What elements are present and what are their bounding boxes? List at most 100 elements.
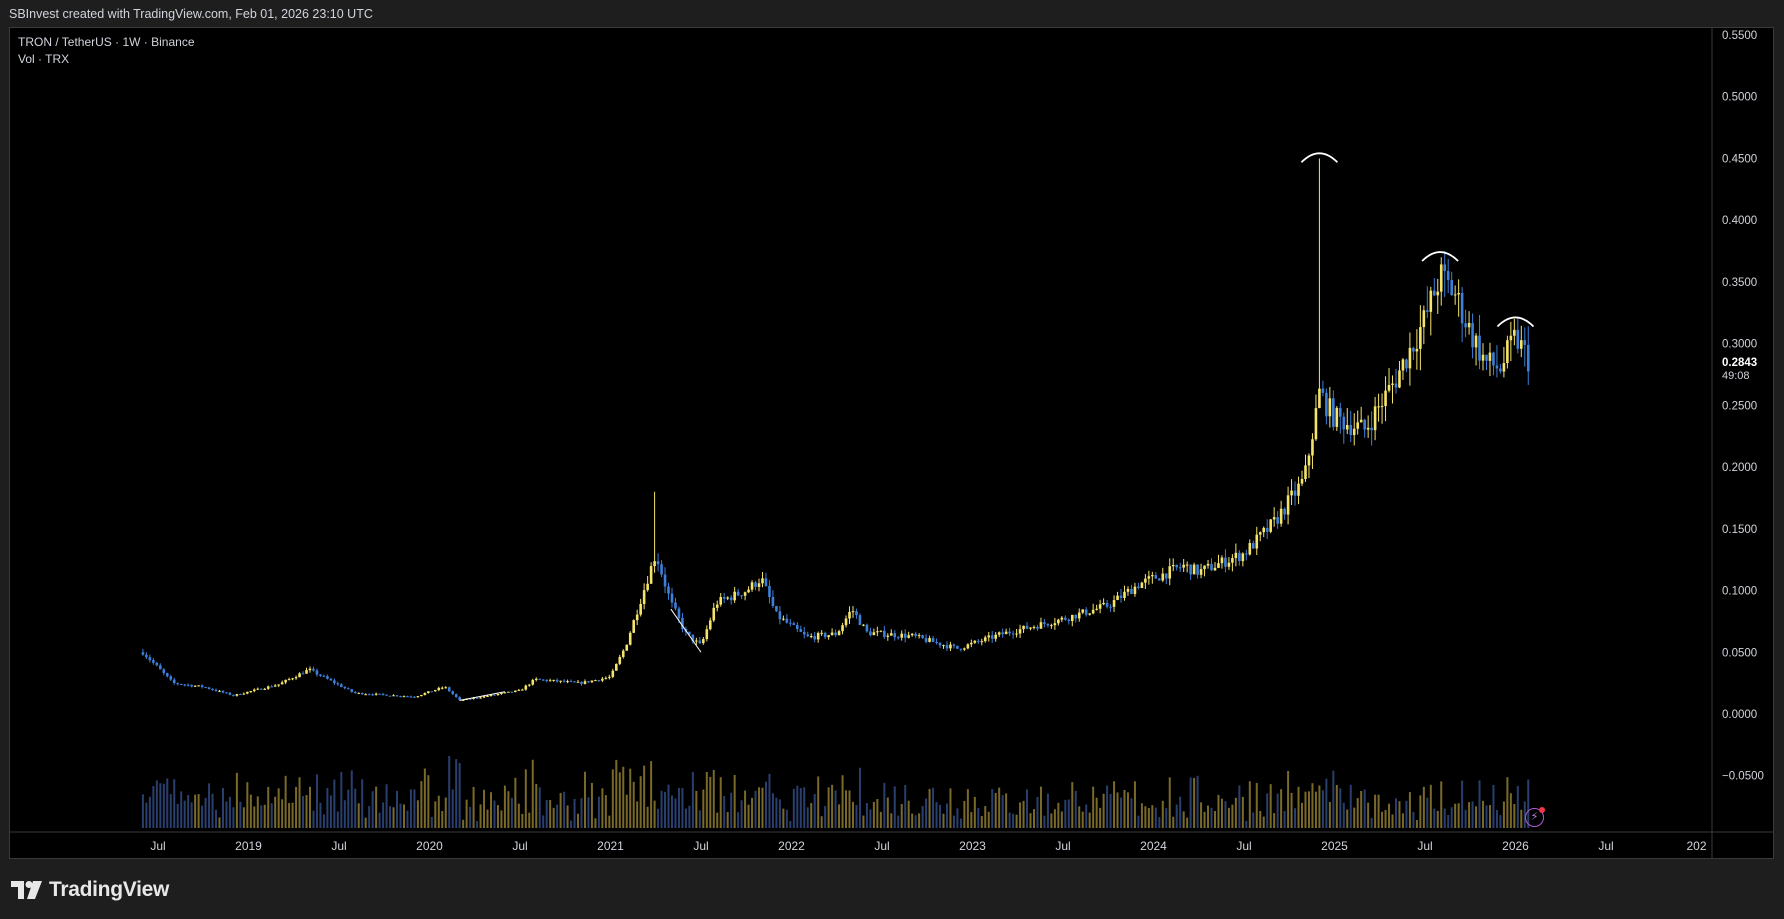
candle-body bbox=[1492, 352, 1495, 366]
volume-bar bbox=[803, 787, 806, 828]
candle-body bbox=[1304, 465, 1307, 480]
volume-bar bbox=[315, 774, 318, 828]
candle-body bbox=[1359, 419, 1363, 423]
volume-bar bbox=[1339, 788, 1342, 828]
candle-body bbox=[291, 678, 294, 680]
volume-bar bbox=[587, 797, 590, 828]
volume-bar bbox=[1471, 801, 1474, 828]
volume-bar bbox=[1099, 807, 1102, 828]
volume-bar bbox=[1220, 798, 1223, 828]
volume-bar bbox=[1067, 799, 1070, 828]
volume-bar bbox=[1008, 812, 1011, 828]
volume-bar bbox=[1012, 813, 1015, 828]
candle-body bbox=[935, 642, 938, 644]
volume-bar bbox=[1436, 810, 1439, 828]
candle-body bbox=[1370, 427, 1373, 431]
volume-bar bbox=[865, 803, 868, 828]
candle-body bbox=[799, 629, 803, 632]
volume-bar bbox=[869, 809, 872, 828]
volume-bar bbox=[792, 788, 795, 828]
candle-body bbox=[677, 608, 681, 618]
volume-bar bbox=[524, 769, 527, 828]
volume-bar bbox=[751, 797, 754, 828]
candle-body bbox=[931, 638, 935, 643]
flash-icon[interactable]: ⚡ bbox=[1525, 808, 1544, 827]
candle-body bbox=[207, 687, 211, 689]
volume-bar bbox=[914, 815, 917, 828]
volume-bar bbox=[159, 783, 162, 828]
chart-pane[interactable] bbox=[9, 27, 1774, 859]
volume-bar bbox=[1356, 798, 1359, 828]
candle-body bbox=[440, 687, 444, 689]
volume-bar bbox=[851, 801, 854, 828]
volume-bar bbox=[921, 805, 924, 828]
volume-bar bbox=[305, 795, 308, 828]
candle-body bbox=[1067, 619, 1071, 622]
volume-bar bbox=[998, 787, 1001, 828]
candle-body bbox=[653, 561, 656, 567]
volume-bar bbox=[1370, 817, 1373, 828]
candle-body bbox=[200, 685, 204, 688]
volume-bar bbox=[583, 771, 586, 828]
candle-body bbox=[997, 632, 1001, 635]
volume-bar bbox=[897, 815, 900, 828]
volume-bar bbox=[263, 804, 266, 828]
candle-body bbox=[621, 650, 625, 657]
volume-bar bbox=[824, 805, 827, 828]
volume-bar bbox=[1165, 808, 1168, 828]
candle-body bbox=[1349, 425, 1353, 435]
candle-body bbox=[764, 578, 768, 586]
volume-bar bbox=[1287, 770, 1290, 828]
volume-bar bbox=[190, 802, 193, 828]
candle-body bbox=[1297, 483, 1300, 496]
candle-body bbox=[534, 678, 538, 680]
volume-bar bbox=[1280, 789, 1283, 828]
annotation-trendline bbox=[670, 608, 702, 653]
volume-bar bbox=[152, 786, 155, 828]
candle-body bbox=[792, 623, 796, 625]
candle-body bbox=[165, 673, 169, 677]
candle-body bbox=[280, 682, 284, 685]
volume-bar bbox=[1245, 820, 1248, 828]
volume-bar bbox=[723, 796, 726, 828]
candle-body bbox=[597, 680, 601, 682]
volume-legend[interactable]: Vol · TRX bbox=[18, 52, 70, 66]
candle-body bbox=[169, 676, 173, 680]
volume-bar bbox=[298, 777, 301, 828]
candle-body bbox=[273, 685, 277, 687]
candle-body bbox=[141, 652, 145, 655]
candle-body bbox=[952, 644, 956, 646]
volume-bar bbox=[1433, 808, 1436, 828]
volume-bar bbox=[883, 782, 886, 828]
volume-bar bbox=[187, 795, 190, 828]
volume-bar bbox=[462, 819, 465, 828]
volume-bar bbox=[1182, 811, 1185, 828]
volume-bar bbox=[155, 780, 158, 828]
candle-body bbox=[618, 656, 622, 664]
volume-bar bbox=[841, 775, 844, 828]
candle-body bbox=[1102, 602, 1105, 605]
volume-bar bbox=[670, 795, 673, 828]
candle-body bbox=[966, 644, 970, 649]
candle-body bbox=[896, 637, 900, 639]
candle-body bbox=[1262, 527, 1266, 533]
candle-body bbox=[858, 615, 862, 625]
volume-bar bbox=[201, 805, 204, 828]
volume-bar bbox=[295, 786, 298, 828]
volume-bar bbox=[1401, 813, 1404, 828]
candle-body bbox=[1011, 633, 1015, 635]
candle-body bbox=[270, 686, 274, 688]
symbol-legend[interactable]: TRON / TetherUS · 1W · Binance bbox=[18, 35, 195, 49]
last-price-box bbox=[1713, 355, 1773, 384]
candle-body bbox=[353, 691, 357, 694]
volume-bar bbox=[1468, 802, 1471, 828]
volume-bar bbox=[761, 787, 764, 828]
candle-body bbox=[1105, 602, 1109, 607]
volume-bar bbox=[1001, 795, 1004, 828]
candle-body bbox=[1286, 495, 1290, 515]
volume-bar bbox=[660, 790, 663, 828]
candle-body bbox=[1050, 625, 1053, 627]
candle-body bbox=[1446, 270, 1450, 281]
candle-body bbox=[482, 696, 486, 698]
